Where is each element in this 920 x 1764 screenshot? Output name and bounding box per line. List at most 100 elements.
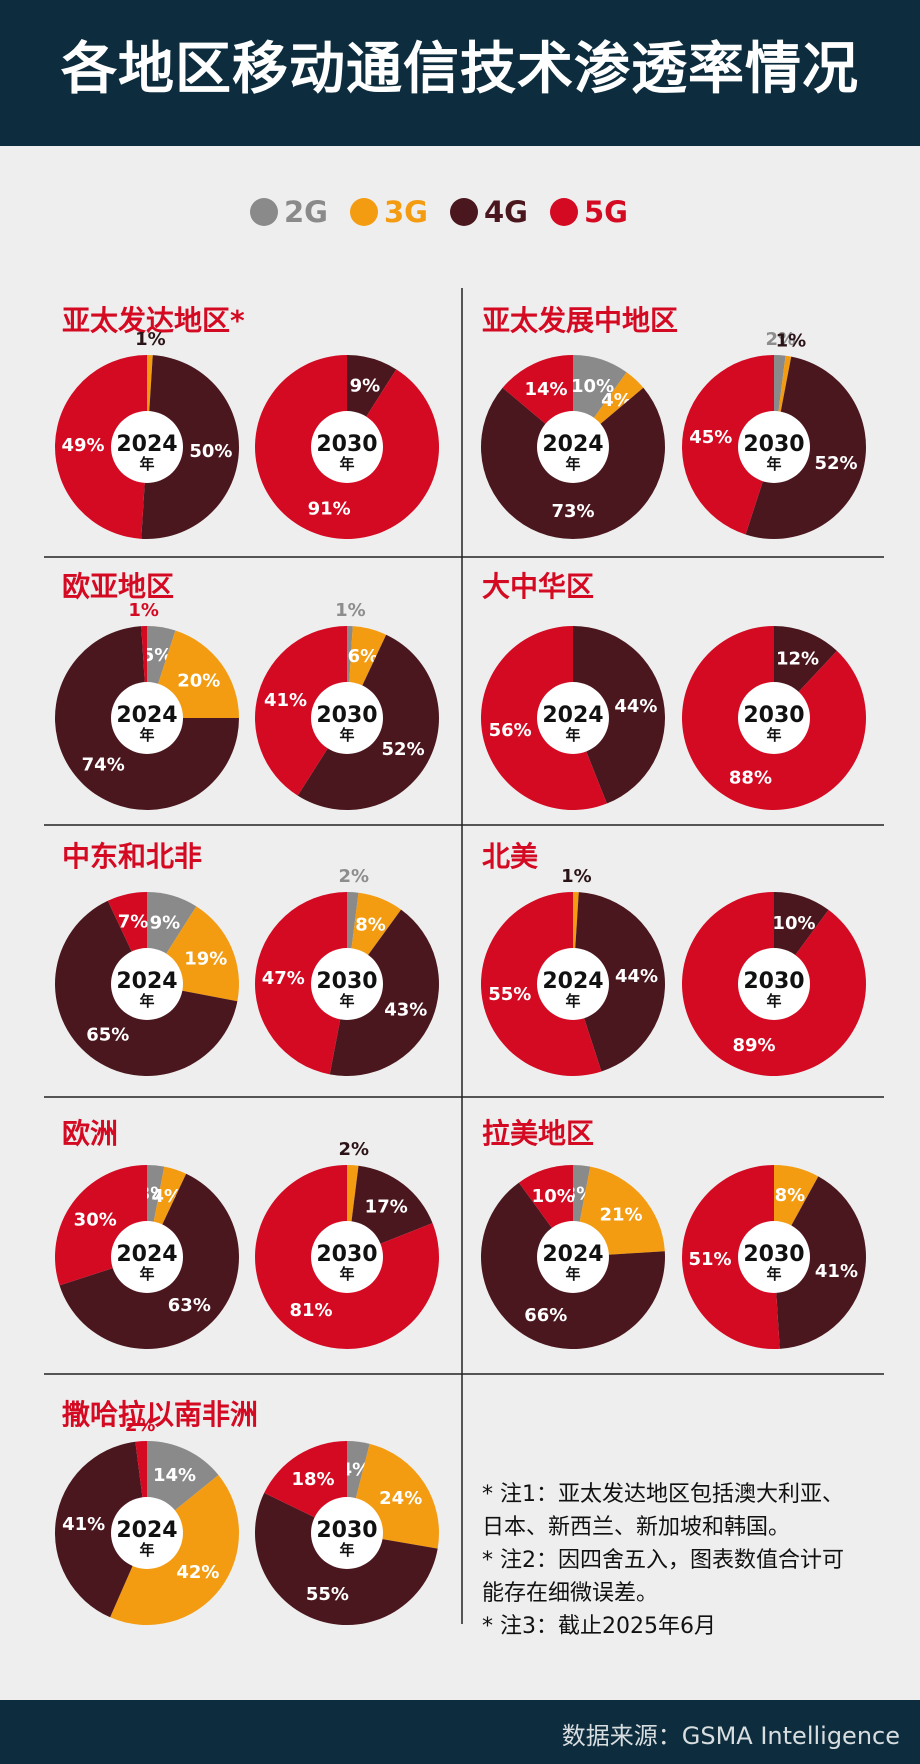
pie-label: 55% — [306, 1584, 349, 1605]
legend-item: 4G — [449, 195, 528, 229]
legend-dot — [549, 198, 578, 226]
pie-label: 6% — [348, 646, 379, 667]
pie-slice — [329, 909, 439, 1077]
pie-label: 2% — [339, 866, 370, 887]
pie-center — [311, 682, 383, 754]
pie-year-suffix: 年 — [766, 726, 781, 744]
pie-year: 2024 — [116, 1242, 177, 1267]
pie-year: 2024 — [116, 969, 177, 994]
pie-label: 7% — [118, 912, 149, 933]
pie-slice — [54, 1441, 147, 1618]
pie-center — [111, 682, 183, 754]
pie-label: 10% — [772, 913, 815, 934]
pie-center — [111, 1221, 183, 1293]
legend-label: 5G — [583, 195, 628, 229]
pie-year-suffix: 年 — [339, 1265, 354, 1283]
pie-year-suffix: 年 — [139, 726, 154, 744]
note-line: 日本、新西兰、新加坡和韩国。 — [482, 1515, 791, 1540]
pie-year: 2024 — [542, 703, 603, 728]
pie-label: 73% — [551, 501, 594, 522]
pie-year: 2030 — [316, 1242, 377, 1267]
pie-label: 88% — [729, 768, 772, 789]
pie-center — [311, 948, 383, 1020]
pie-center — [738, 948, 810, 1020]
pie-year-suffix: 年 — [139, 455, 154, 473]
pie-label: 44% — [615, 966, 658, 987]
pie-label: 43% — [384, 999, 427, 1020]
pie-label: 41% — [62, 1514, 105, 1535]
pie-year: 2030 — [316, 969, 377, 994]
pie-year-suffix: 年 — [565, 1265, 580, 1283]
pie-label: 1% — [335, 600, 366, 621]
pie-label: 9% — [350, 376, 381, 397]
pie-label: 41% — [815, 1261, 858, 1282]
pie-label: 8% — [775, 1185, 806, 1206]
region-title: 欧洲 — [62, 1117, 118, 1150]
pie-year: 2024 — [542, 969, 603, 994]
pie-label: 21% — [599, 1205, 642, 1226]
pie-label: 14% — [153, 1465, 196, 1486]
pie-label: 19% — [184, 949, 227, 970]
pie-label: 56% — [489, 720, 532, 741]
pie-label: 47% — [262, 968, 305, 989]
pie-year-suffix: 年 — [565, 726, 580, 744]
pie-center — [738, 682, 810, 754]
pie-label: 2% — [339, 1139, 370, 1160]
notes: * 注1：亚太发达地区包括澳大利亚、 日本、新西兰、新加坡和韩国。 * 注2：因… — [482, 1478, 902, 1643]
legend-label: 4G — [483, 195, 528, 229]
pie-label: 55% — [488, 984, 531, 1005]
pie-label: 81% — [289, 1300, 332, 1321]
pie-slice — [573, 892, 665, 1072]
pie-year: 2030 — [743, 969, 804, 994]
pie-charts: 亚太发达地区*1%50%49% 2024年9%91%2030年亚太发展中地区10%… — [54, 304, 867, 1626]
grid-lines — [44, 288, 884, 1624]
pie-year-suffix: 年 — [565, 992, 580, 1010]
legend-dot — [449, 198, 478, 226]
legend-item: 5G — [549, 195, 628, 229]
note-line: * 注1：亚太发达地区包括澳大利亚、 — [482, 1482, 844, 1507]
pie-year: 2030 — [743, 703, 804, 728]
pie-year: 2030 — [316, 1518, 377, 1543]
pie-year: 2030 — [316, 703, 377, 728]
note-line: * 注3：截止2025年6月 — [482, 1614, 716, 1639]
pie-year: 2024 — [116, 703, 177, 728]
pie-slice — [774, 1176, 867, 1349]
pie-year: 2024 — [116, 1518, 177, 1543]
pie-center — [111, 948, 183, 1020]
region-title: 亚太发展中地区 — [482, 304, 678, 337]
pie-year-suffix: 年 — [139, 1265, 154, 1283]
pie-slice — [682, 355, 774, 535]
pie-center — [537, 948, 609, 1020]
note-line: * 注2：因四舍五入，图表数值合计可 — [482, 1548, 844, 1573]
pie-year-suffix: 年 — [339, 726, 354, 744]
region-title: 大中华区 — [482, 570, 594, 603]
pie-label: 49% — [61, 435, 104, 456]
pie-label: 14% — [524, 379, 567, 400]
pie-label: 24% — [379, 1488, 422, 1509]
pie-label: 17% — [365, 1196, 408, 1217]
legend: 2G 3G 4G 5G — [250, 192, 650, 232]
pie-label: 1% — [561, 866, 592, 887]
pie-label: 91% — [308, 498, 351, 519]
pie-slice — [141, 355, 240, 540]
pie-year-suffix: 年 — [565, 455, 580, 473]
pie-label: 30% — [74, 1209, 117, 1230]
header-bar: 各地区移动通信技术渗透率情况 — [0, 0, 920, 146]
region-title: 北美 — [482, 840, 538, 873]
region-title: 欧亚地区 — [62, 570, 174, 603]
pie-label: 65% — [86, 1025, 129, 1046]
legend-item: 3G — [349, 195, 428, 229]
